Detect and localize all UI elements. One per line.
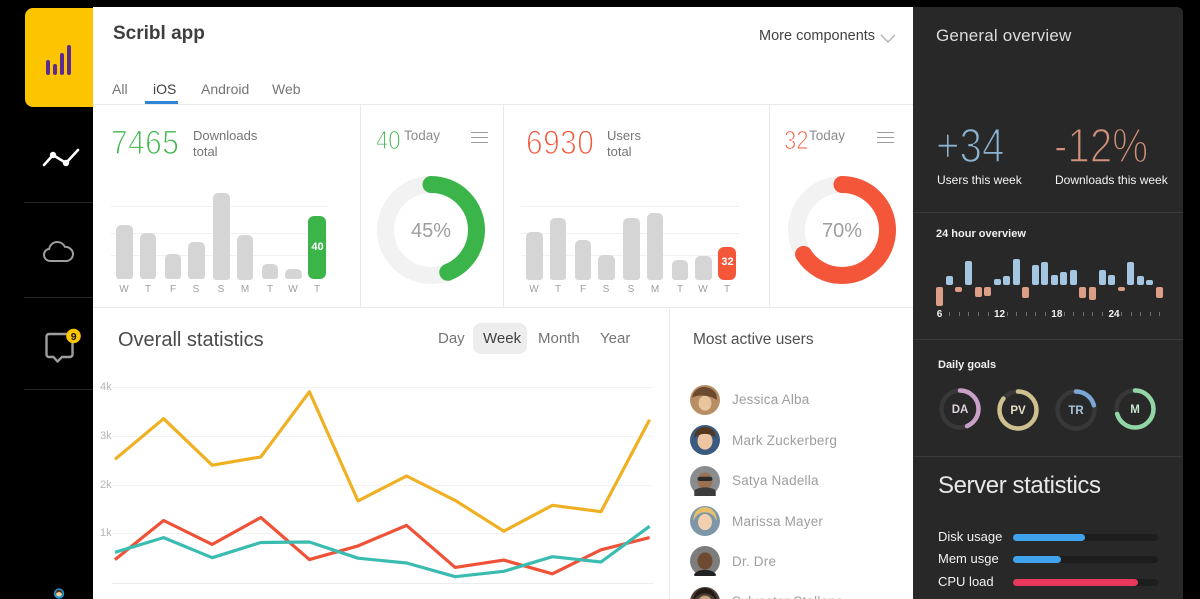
- svg-text:9: 9: [71, 331, 77, 343]
- svg-text:TR: TR: [1068, 405, 1084, 417]
- svg-text:M: M: [1130, 404, 1140, 416]
- svg-text:PV: PV: [1010, 405, 1026, 417]
- svg-text:DA: DA: [951, 404, 968, 416]
- svg-text:45%: 45%: [411, 220, 451, 242]
- svg-text:70%: 70%: [821, 220, 861, 242]
